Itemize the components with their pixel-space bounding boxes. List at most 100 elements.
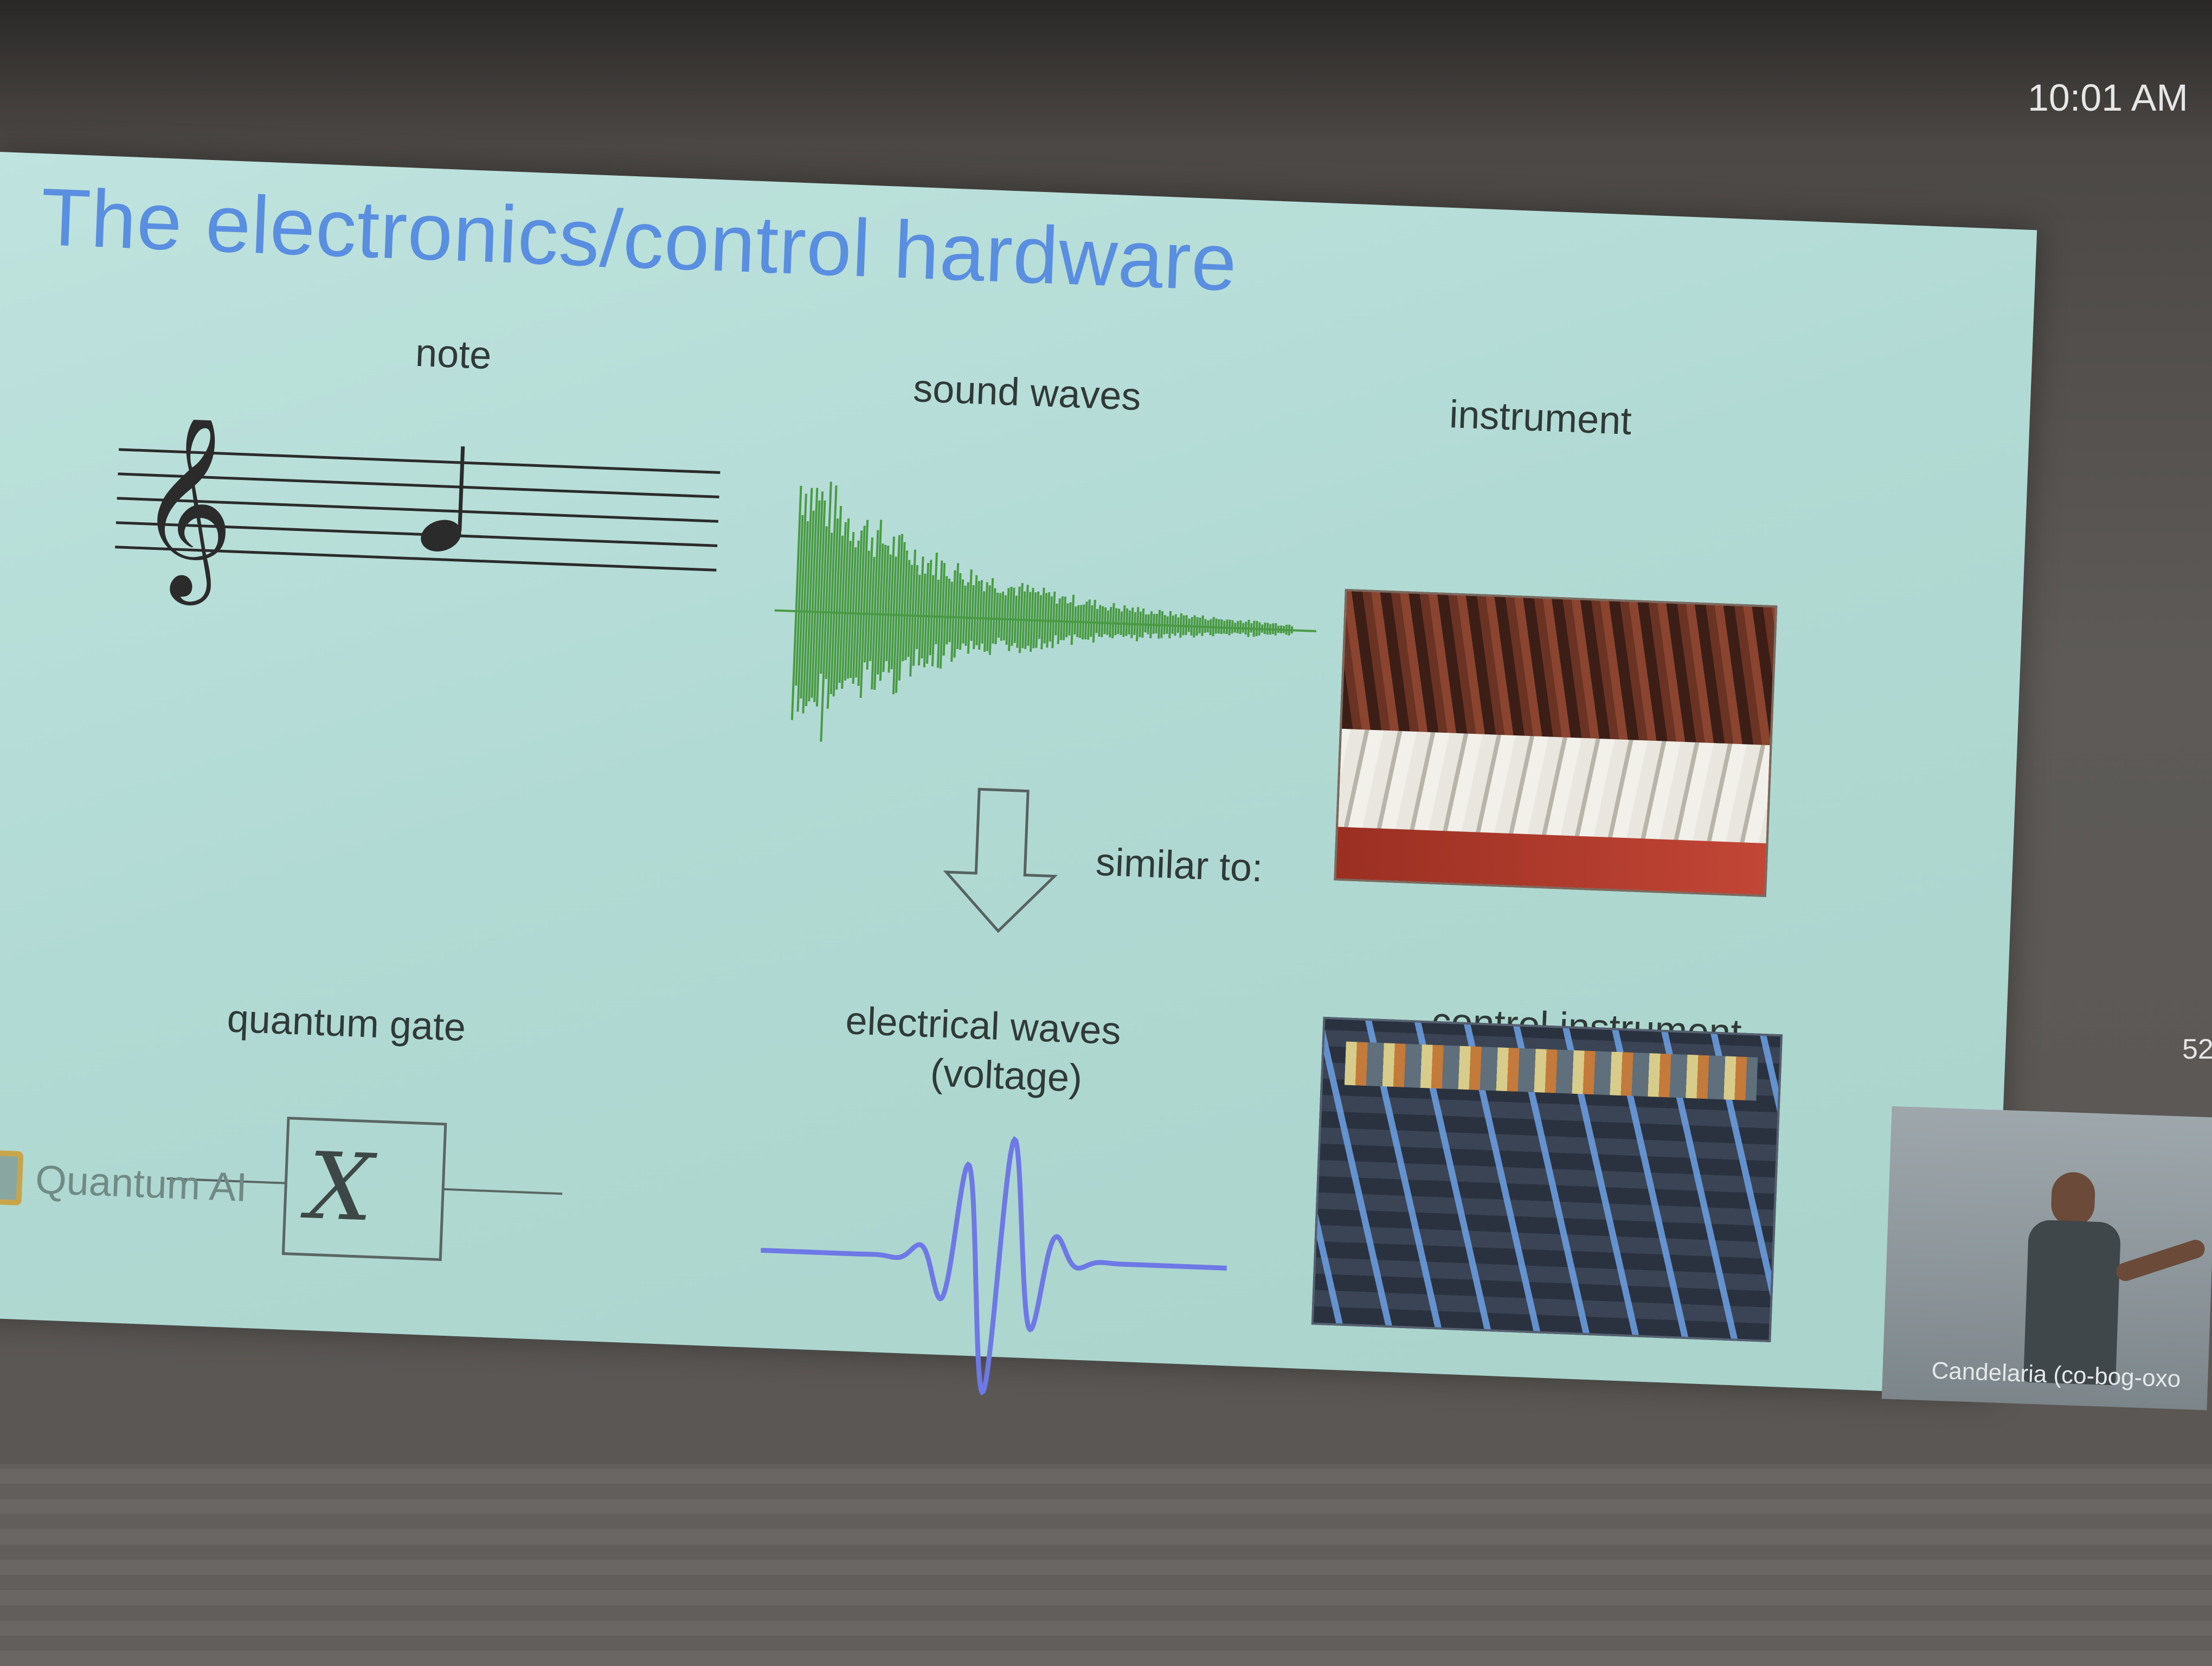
sound-wave-sample (1018, 583, 1024, 653)
sound-wave-sample (1269, 624, 1272, 635)
sound-wave-sample (820, 526, 828, 674)
sound-wave-sample (885, 554, 892, 662)
label-electrical-waves: electrical waves (845, 999, 1122, 1053)
sound-wave-sample (1190, 617, 1193, 636)
sound-wave-graphic (774, 482, 1316, 742)
piano-hammers-photo (1334, 588, 1778, 898)
sound-wave-sample (1046, 592, 1051, 648)
sound-wave-sample (1106, 610, 1110, 635)
sound-wave-sample (813, 491, 824, 702)
sound-wave-sample (1070, 594, 1075, 645)
sound-wave-sample (1141, 608, 1145, 638)
sound-wave-sample (1163, 615, 1166, 635)
label-instrument: instrument (1448, 393, 1632, 443)
sound-wave-sample (1030, 587, 1034, 652)
sound-wave-sample (805, 510, 815, 707)
sound-wave-sample (1223, 620, 1226, 634)
sound-wave-sample (997, 593, 1002, 638)
sound-wave-sample (825, 533, 833, 679)
sound-wave-sample (1179, 613, 1182, 638)
sound-wave-sample (1079, 605, 1083, 638)
sound-wave-sample (1103, 607, 1107, 635)
sound-wave-sample (1051, 591, 1056, 649)
sound-wave-sample (898, 542, 906, 681)
sound-wave-sample (820, 482, 832, 742)
sound-wave-sample (994, 592, 999, 644)
sound-wave-sample (1021, 591, 1026, 649)
sound-wave-sample (1288, 624, 1291, 636)
sound-wave-sample (1038, 595, 1043, 639)
sound-wave-sample (1005, 588, 1010, 645)
sound-wave-sample (1233, 623, 1237, 633)
sound-wave-sample (1076, 605, 1080, 637)
label-quantum-gate: quantum gate (226, 997, 467, 1050)
sound-wave-sample (1117, 608, 1121, 635)
presentation-slide: The electronics/control hardware note so… (0, 152, 2037, 1396)
sound-wave-sample (1255, 621, 1258, 637)
sound-wave-sample (871, 530, 879, 690)
sound-wave-sample (1252, 620, 1256, 637)
sound-wave-sample (795, 515, 804, 686)
sound-wave-sample (1120, 611, 1123, 635)
sound-wave-sample (1000, 591, 1005, 641)
sound-wave-sample (854, 530, 863, 678)
sound-wave-sample (1008, 586, 1013, 651)
sound-wave-sample (841, 518, 850, 689)
sound-wave-sample (912, 565, 918, 666)
sound-wave-sample (964, 582, 969, 646)
sound-wave-sample (1193, 615, 1196, 638)
sound-wave-sample (888, 536, 895, 673)
sound-wave-sample (1279, 625, 1283, 633)
sound-wave-sample (1228, 619, 1231, 636)
sound-wave-sample (1271, 623, 1275, 635)
sound-wave-sample (1182, 615, 1185, 636)
sound-wave-sample (1101, 606, 1104, 637)
sound-wave-sample (1065, 603, 1069, 638)
clock: 10:01 AM (2028, 76, 2188, 119)
sound-wave-sample (929, 575, 935, 656)
sound-wave-sample (1024, 585, 1029, 649)
sound-wave-sample (826, 485, 838, 709)
sound-wave-sample (956, 573, 962, 649)
sound-wave-sample (978, 580, 983, 650)
sound-wave-sample (946, 578, 951, 645)
sound-wave-sample (909, 549, 917, 677)
sound-wave-sample (1239, 620, 1242, 635)
sound-wave-sample (1250, 623, 1253, 633)
sound-wave-sample (1204, 619, 1207, 633)
sound-wave-sample (970, 585, 975, 641)
sound-wave-sample (1149, 611, 1153, 638)
sound-wave-sample (948, 581, 953, 643)
participant-name-tag: Candelaria (co-bog-oxo (1931, 1357, 2182, 1393)
sound-wave-sample (1013, 595, 1018, 643)
sound-wave-sample (877, 543, 884, 675)
sound-wave-sample (800, 521, 809, 699)
svg-text:𝄞: 𝄞 (134, 417, 238, 608)
label-similar-to: similar to: (1095, 840, 1264, 890)
sound-wave-sample (981, 591, 986, 644)
quantum-ai-logo-icon (0, 1150, 24, 1206)
sound-wave-sample (1011, 587, 1015, 646)
sound-wave-sample (916, 574, 921, 649)
sound-wave-sample (873, 520, 883, 690)
sound-wave-sample (1171, 615, 1174, 634)
sound-wave-sample (895, 534, 904, 693)
sound-wave-sample (975, 581, 980, 646)
sound-wave-sample (835, 535, 844, 690)
sound-wave-sample (796, 494, 807, 712)
sound-wave-sample (832, 505, 843, 697)
sound-wave-sample (923, 562, 930, 668)
presenter-webcam-tile[interactable]: Candelaria (co-bog-oxo (1881, 1106, 2212, 1411)
sound-wave-sample (1049, 596, 1053, 642)
sound-wave-sample (921, 573, 927, 659)
sound-wave-sample (1016, 586, 1021, 648)
sound-wave-sample (1261, 624, 1264, 633)
sound-wave-sample (1062, 597, 1066, 640)
sound-wave-sample (802, 488, 813, 714)
sound-wave-sample (1290, 626, 1294, 634)
wall-below-screen (0, 1464, 2212, 1666)
sound-wave-sample (1081, 604, 1085, 640)
sound-wave-sample (992, 588, 996, 644)
sound-wave-sample (1111, 603, 1115, 638)
sound-wave-sample (1032, 592, 1037, 649)
